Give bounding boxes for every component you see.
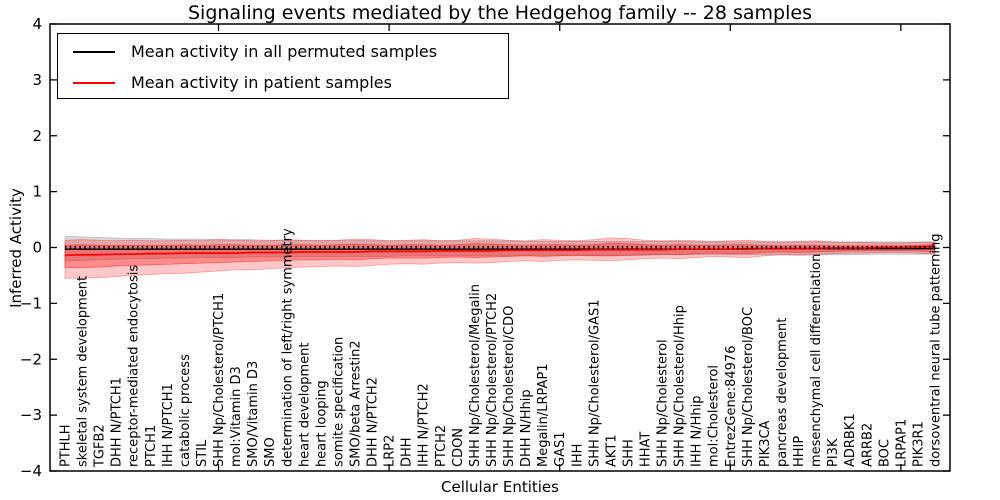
legend-label-permuted: Mean activity in all permuted samples <box>131 42 438 61</box>
band-patient-samples-range-outer <box>64 237 936 279</box>
x-category-label: IHH N/PTCH2 <box>417 383 432 467</box>
x-category-label: SHH Np/Cholesterol/PTCH1 <box>212 293 227 467</box>
x-category-label: TGFB2 <box>93 424 108 468</box>
x-category-label: IHH N/PTCH1 <box>161 383 176 467</box>
chart-title: Signaling events mediated by the Hedgeho… <box>187 2 812 24</box>
x-category-label: mol:Cholesterol <box>707 365 722 467</box>
y-tick-label: 2 <box>32 127 42 145</box>
y-tick-label: −2 <box>20 350 42 368</box>
x-category-label: pancreas development <box>775 318 790 467</box>
x-category-label: SHH Np/Cholesterol <box>656 339 671 467</box>
x-category-label: PTCH2 <box>434 425 449 467</box>
x-category-label: AKT1 <box>604 434 619 467</box>
x-category-label: SMO/beta Arrestin2 <box>349 340 364 467</box>
y-tick-label: −1 <box>20 294 42 312</box>
x-category-label: mesenchymal cell differentiation <box>809 254 824 467</box>
x-category-label: SHH <box>621 439 636 467</box>
x-category-label: DHH <box>400 437 415 467</box>
x-category-label: receptor-mediated endocytosis <box>127 265 142 467</box>
x-category-label: DHH N/PTCH1 <box>110 377 125 467</box>
x-category-label: DHH N/Hhip <box>519 389 534 467</box>
permuted-line-swatch <box>73 50 115 53</box>
x-category-label: mol:Vitamin D3 <box>229 366 244 467</box>
x-category-label: SHH Np/Cholesterol/PTCH2 <box>485 293 500 467</box>
x-category-label: DHH N/PTCH2 <box>366 377 381 467</box>
legend-label-patient: Mean activity in patient samples <box>131 73 392 92</box>
x-category-label: GAS1 <box>553 432 568 468</box>
x-category-label: catabolic process <box>178 354 193 467</box>
x-category-label: heart development <box>297 342 312 467</box>
x-axis-label: Cellular Entities <box>441 478 559 496</box>
x-category-label: heart looping <box>314 380 329 467</box>
x-category-label: dorsoventral neural tube patterning <box>929 234 944 467</box>
x-category-label: somite specification <box>331 337 346 467</box>
x-category-label: SHH Np/Cholesterol/Hhip <box>673 305 688 467</box>
x-category-label: SHH Np/Cholesterol/BOC <box>741 307 756 467</box>
x-category-label: LRP2 <box>383 435 398 467</box>
x-category-label: HHAT <box>639 432 654 467</box>
x-category-label: ARRB2 <box>860 423 875 467</box>
x-category-label: determination of left/right symmetry <box>280 228 295 467</box>
x-category-label: PTHLH <box>59 424 74 467</box>
x-category-label: IHH <box>570 444 585 467</box>
x-category-label: EntrezGene:84976 <box>724 346 739 467</box>
x-category-label: SHH Np/Cholesterol/Megalin <box>468 284 483 467</box>
x-category-label: CDON <box>451 428 466 467</box>
y-tick-label: −3 <box>20 406 42 424</box>
x-category-label: PIK3R1 <box>911 421 926 467</box>
y-tick-label: 0 <box>32 239 42 257</box>
x-category-label: IHH N/Hhip <box>690 396 705 468</box>
y-tick-label: 4 <box>32 15 42 33</box>
x-category-label: STIL <box>195 439 210 467</box>
x-category-label: SMO/Vitamin D3 <box>246 361 261 467</box>
x-category-label: SHH Np/Cholesterol/GAS1 <box>587 299 602 467</box>
legend: Mean activity in all permuted samples Me… <box>57 33 509 99</box>
x-category-label: HHIP <box>792 436 807 467</box>
x-category-label: SHH Np/Cholesterol/CDO <box>502 306 517 467</box>
legend-entry-permuted: Mean activity in all permuted samples <box>58 36 508 67</box>
x-category-label: skeletal system development <box>76 276 91 467</box>
x-category-label: PI3K <box>826 438 841 467</box>
x-category-label: PTCH1 <box>144 425 159 467</box>
x-category-label: BOC <box>877 439 892 467</box>
x-category-label: LRPAP1 <box>894 419 909 467</box>
y-tick-label: 1 <box>32 183 42 201</box>
x-category-label: ADRBK1 <box>843 413 858 467</box>
legend-entry-patient: Mean activity in patient samples <box>58 67 508 98</box>
x-category-label: PIK3CA <box>758 420 773 467</box>
patient-line-swatch <box>73 81 115 84</box>
y-tick-label: 3 <box>32 71 42 89</box>
x-category-label: SMO <box>263 437 278 467</box>
y-tick-label: −4 <box>20 462 42 480</box>
x-category-label: Megalin/LRPAP1 <box>536 363 551 467</box>
